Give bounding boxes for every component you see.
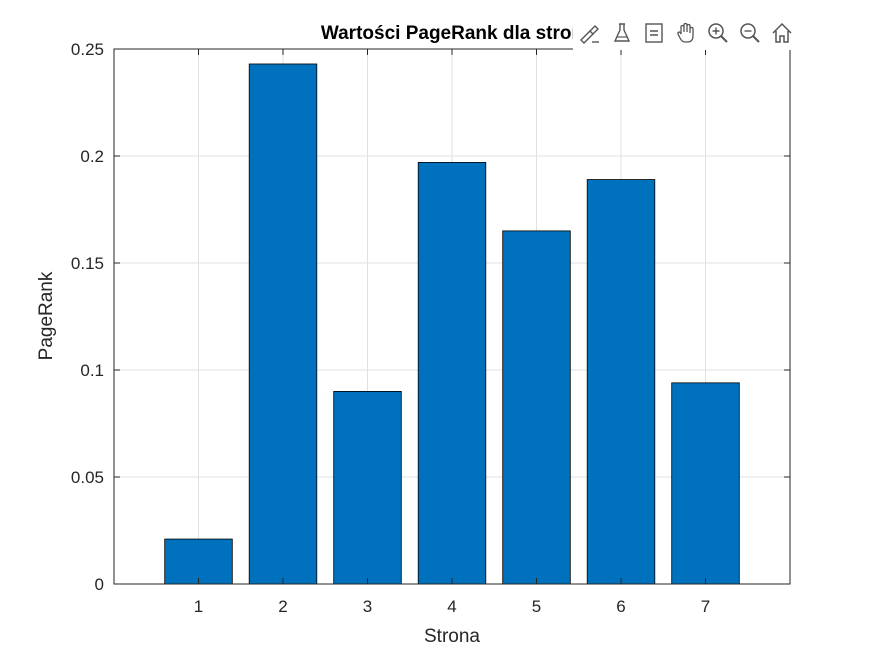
y-tick-label: 0.05 [71,468,104,487]
brush-icon [580,25,599,44]
bar-4 [417,162,487,585]
x-tick-label: 6 [616,597,625,616]
x-tick-label: 5 [532,597,541,616]
brush-button[interactable] [575,18,605,48]
bars-group [164,63,740,585]
bar-1 [164,538,233,585]
y-tick-label: 0.2 [80,147,104,166]
zoom-out-button[interactable] [735,18,765,48]
home-icon [772,22,792,43]
x-tick-label: 3 [363,597,372,616]
bar-7 [671,382,740,585]
x-axis-label: Strona [424,626,480,647]
x-tick-label: 1 [194,597,203,616]
pan-hand-icon [677,22,694,43]
x-tick-label: 2 [278,597,287,616]
bar-6 [586,179,656,585]
home-button[interactable] [767,18,797,48]
ticks-group: 0 0.05 0.1 0.15 0.2 0.25 1 2 3 4 5 6 7 [71,40,790,616]
y-tick-label: 0.1 [80,361,104,380]
axes-toolbar [573,16,797,50]
zoom-in-button[interactable] [703,18,733,48]
x-tick-label: 7 [701,597,710,616]
legend-icon [645,23,663,43]
pan-button[interactable] [671,18,701,48]
datatip-button[interactable] [607,18,637,48]
bar-3 [333,390,402,585]
chart-title: Wartości PageRank dla stron [321,23,583,44]
datatip-icon [613,23,631,42]
legend-button[interactable] [639,18,669,48]
bar-5 [502,230,571,585]
y-tick-label: 0.25 [71,40,104,59]
y-tick-label: 0 [95,575,104,594]
bar-2 [248,63,318,585]
x-tick-label: 4 [447,597,456,616]
zoom-in-icon [708,23,728,43]
y-tick-label: 0.15 [71,254,104,273]
zoom-out-icon [740,23,760,43]
y-axis-label: PageRank [36,271,57,360]
